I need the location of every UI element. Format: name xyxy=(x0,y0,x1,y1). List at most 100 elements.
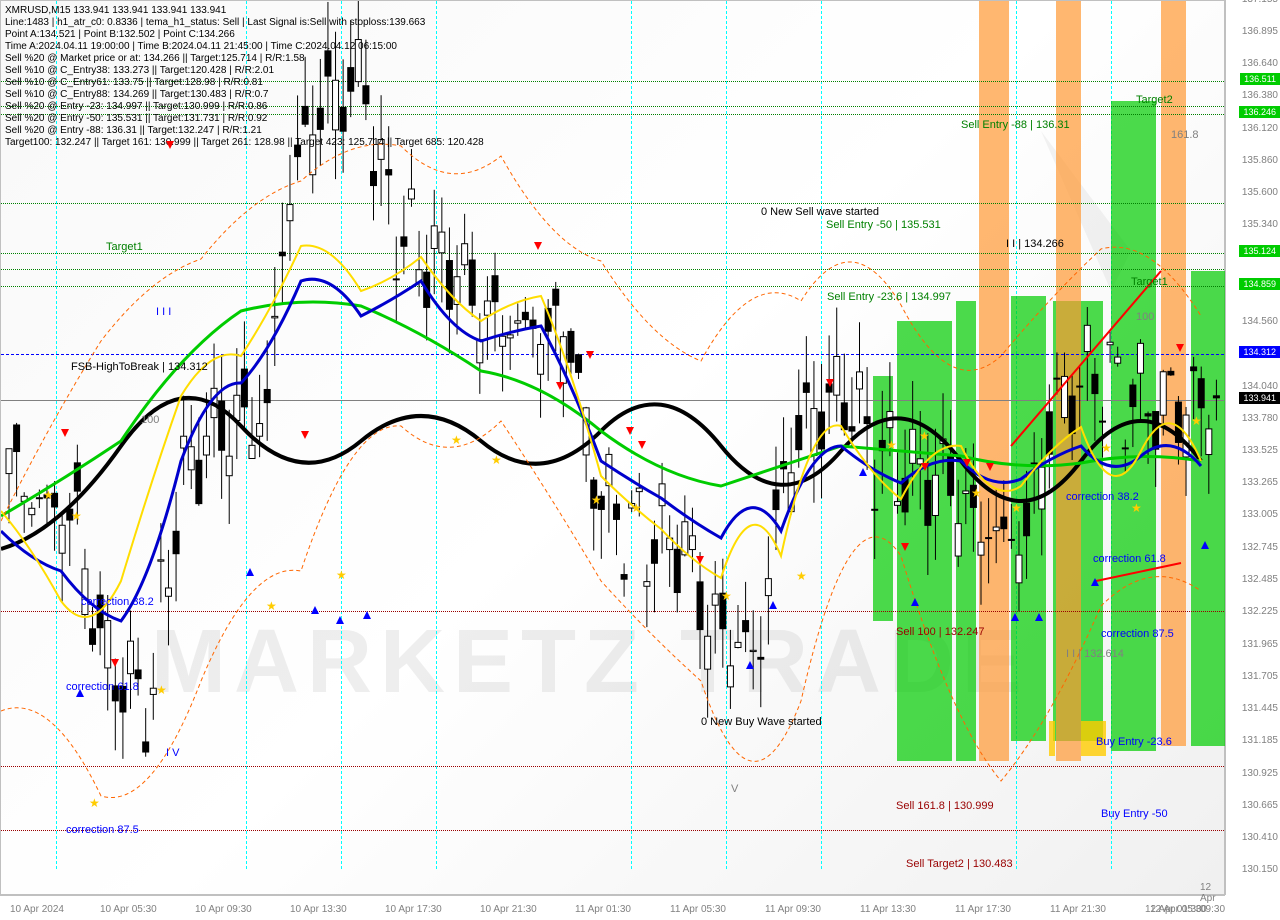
up-arrow-icon xyxy=(769,601,777,609)
up-arrow-icon xyxy=(336,616,344,624)
up-arrow-icon xyxy=(363,611,371,619)
x-tick-label: 12 Apr 05:30 xyxy=(1150,904,1207,915)
y-tick-label: 130.150 xyxy=(1242,864,1278,875)
chart-annotation: correction 38.2 xyxy=(81,596,154,608)
y-tick-label: 132.485 xyxy=(1242,574,1278,585)
chart-area[interactable]: MARKETZ TRADE xyxy=(0,0,1225,895)
x-tick-label: 10 Apr 05:30 xyxy=(100,904,157,915)
x-tick-label: 10 Apr 13:30 xyxy=(290,904,347,915)
y-price-marker: 136.246 xyxy=(1239,106,1280,118)
info-line: Sell %20 @ Entry -88: 136.31 || Target:1… xyxy=(5,125,262,136)
star-marker-icon: ★ xyxy=(43,488,54,502)
y-tick-label: 131.965 xyxy=(1242,639,1278,650)
vertical-time-line xyxy=(726,1,727,869)
y-tick-label: 136.120 xyxy=(1242,123,1278,134)
chart-container: MARKETZ TRADE xyxy=(0,0,1280,920)
down-arrow-icon xyxy=(901,543,909,551)
vertical-time-line xyxy=(821,1,822,869)
down-arrow-icon xyxy=(534,242,542,250)
chart-annotation: 0 New Sell wave started xyxy=(761,206,879,218)
chart-annotation: correction 87.5 xyxy=(1101,628,1174,640)
green-zone xyxy=(956,301,976,761)
chart-annotation: Target1 xyxy=(1131,276,1168,288)
down-arrow-icon xyxy=(696,556,704,564)
down-arrow-icon xyxy=(61,429,69,437)
chart-annotation: Target2 xyxy=(1136,94,1173,106)
x-tick-label: 10 Apr 2024 xyxy=(10,904,64,915)
chart-annotation: Sell 100 | 132.247 xyxy=(896,626,984,638)
chart-annotation: correction 61.8 xyxy=(1093,553,1166,565)
down-arrow-icon xyxy=(626,427,634,435)
star-marker-icon: ★ xyxy=(721,589,732,603)
star-marker-icon: ★ xyxy=(1101,441,1112,455)
x-tick-label: 11 Apr 01:30 xyxy=(575,904,631,915)
chart-annotation: Sell Entry -50 | 135.531 xyxy=(826,219,941,231)
down-arrow-icon xyxy=(826,379,834,387)
star-marker-icon: ★ xyxy=(886,438,897,452)
x-tick-label: 12 Apr 09:30 xyxy=(1200,882,1225,915)
up-arrow-icon xyxy=(1091,578,1099,586)
star-marker-icon: ★ xyxy=(451,433,462,447)
horizontal-level-line xyxy=(1,611,1224,612)
star-marker-icon: ★ xyxy=(971,486,982,500)
y-tick-label: 132.745 xyxy=(1242,542,1278,553)
x-tick-label: 11 Apr 21:30 xyxy=(1050,904,1106,915)
info-line: Sell %20 @ Market price or at: 134.266 |… xyxy=(5,53,305,64)
down-arrow-icon xyxy=(301,431,309,439)
info-line: Point A:134.521 | Point B:132.502 | Poin… xyxy=(5,29,235,40)
y-tick-label: 131.705 xyxy=(1242,671,1278,682)
y-tick-label: 133.780 xyxy=(1242,413,1278,424)
yellow-zone xyxy=(1049,721,1055,756)
y-price-marker: 135.124 xyxy=(1239,245,1280,257)
chart-annotation: correction 38.2 xyxy=(1066,491,1139,503)
x-tick-label: 10 Apr 21:30 xyxy=(480,904,537,915)
chart-annotation: I I | 134.266 xyxy=(1006,238,1064,250)
horizontal-level-line xyxy=(1,400,1224,401)
up-arrow-icon xyxy=(911,598,919,606)
y-tick-label: 134.040 xyxy=(1242,381,1278,392)
y-tick-label: 135.860 xyxy=(1242,155,1278,166)
y-price-marker: 133.941 xyxy=(1239,392,1280,404)
info-line: Sell %10 @ C_Entry38: 133.273 || Target:… xyxy=(5,65,274,76)
y-tick-label: 130.410 xyxy=(1242,832,1278,843)
x-axis: 10 Apr 202410 Apr 05:3010 Apr 09:3010 Ap… xyxy=(0,895,1225,920)
info-line: Sell %20 @ Entry -50: 135.531 || Target:… xyxy=(5,113,267,124)
y-tick-label: 131.445 xyxy=(1242,703,1278,714)
y-tick-label: 133.005 xyxy=(1242,509,1278,520)
down-arrow-icon xyxy=(921,463,929,471)
horizontal-level-line xyxy=(1,354,1224,355)
star-marker-icon: ★ xyxy=(591,493,602,507)
up-arrow-icon xyxy=(1035,613,1043,621)
star-marker-icon: ★ xyxy=(336,568,347,582)
y-tick-label: 130.665 xyxy=(1242,800,1278,811)
green-zone xyxy=(897,321,952,761)
up-arrow-icon xyxy=(1201,541,1209,549)
horizontal-level-line xyxy=(1,766,1224,767)
horizontal-level-line xyxy=(1,203,1224,204)
x-tick-label: 10 Apr 17:30 xyxy=(385,904,442,915)
up-arrow-icon xyxy=(1011,613,1019,621)
chart-annotation: V xyxy=(731,783,738,795)
up-arrow-icon xyxy=(246,568,254,576)
star-marker-icon: ★ xyxy=(89,796,100,810)
info-line: Sell %10 @ C_Entry61: 133.75 || Target:1… xyxy=(5,77,263,88)
star-marker-icon: ★ xyxy=(266,599,277,613)
down-arrow-icon xyxy=(586,351,594,359)
x-tick-label: 11 Apr 05:30 xyxy=(670,904,726,915)
star-marker-icon: ★ xyxy=(1011,501,1022,515)
x-tick-label: 11 Apr 17:30 xyxy=(955,904,1011,915)
green-zone xyxy=(873,376,893,621)
chart-annotation: 100 xyxy=(1136,311,1154,323)
info-line: Target100: 132.247 || Target 161: 130.99… xyxy=(5,137,484,148)
x-tick-label: 11 Apr 09:30 xyxy=(765,904,821,915)
y-tick-label: 135.600 xyxy=(1242,187,1278,198)
up-arrow-icon xyxy=(76,689,84,697)
up-arrow-icon xyxy=(746,661,754,669)
chart-annotation: 100 xyxy=(141,414,159,426)
green-zone xyxy=(1191,271,1226,746)
y-tick-label: 130.925 xyxy=(1242,768,1278,779)
y-tick-label: 137.155 xyxy=(1242,0,1278,5)
chart-annotation: I V xyxy=(166,747,179,759)
chart-annotation: Sell Target2 | 130.483 xyxy=(906,858,1013,870)
vertical-time-line xyxy=(436,1,437,869)
